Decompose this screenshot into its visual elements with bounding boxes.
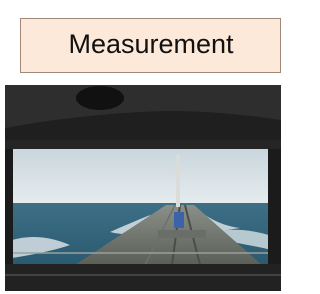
photo xyxy=(5,85,281,291)
page: Measurement (() => { const data = JSON.p… xyxy=(0,0,285,294)
slide-fragment: Measurement xyxy=(0,0,285,294)
label: Measurement xyxy=(68,29,234,59)
